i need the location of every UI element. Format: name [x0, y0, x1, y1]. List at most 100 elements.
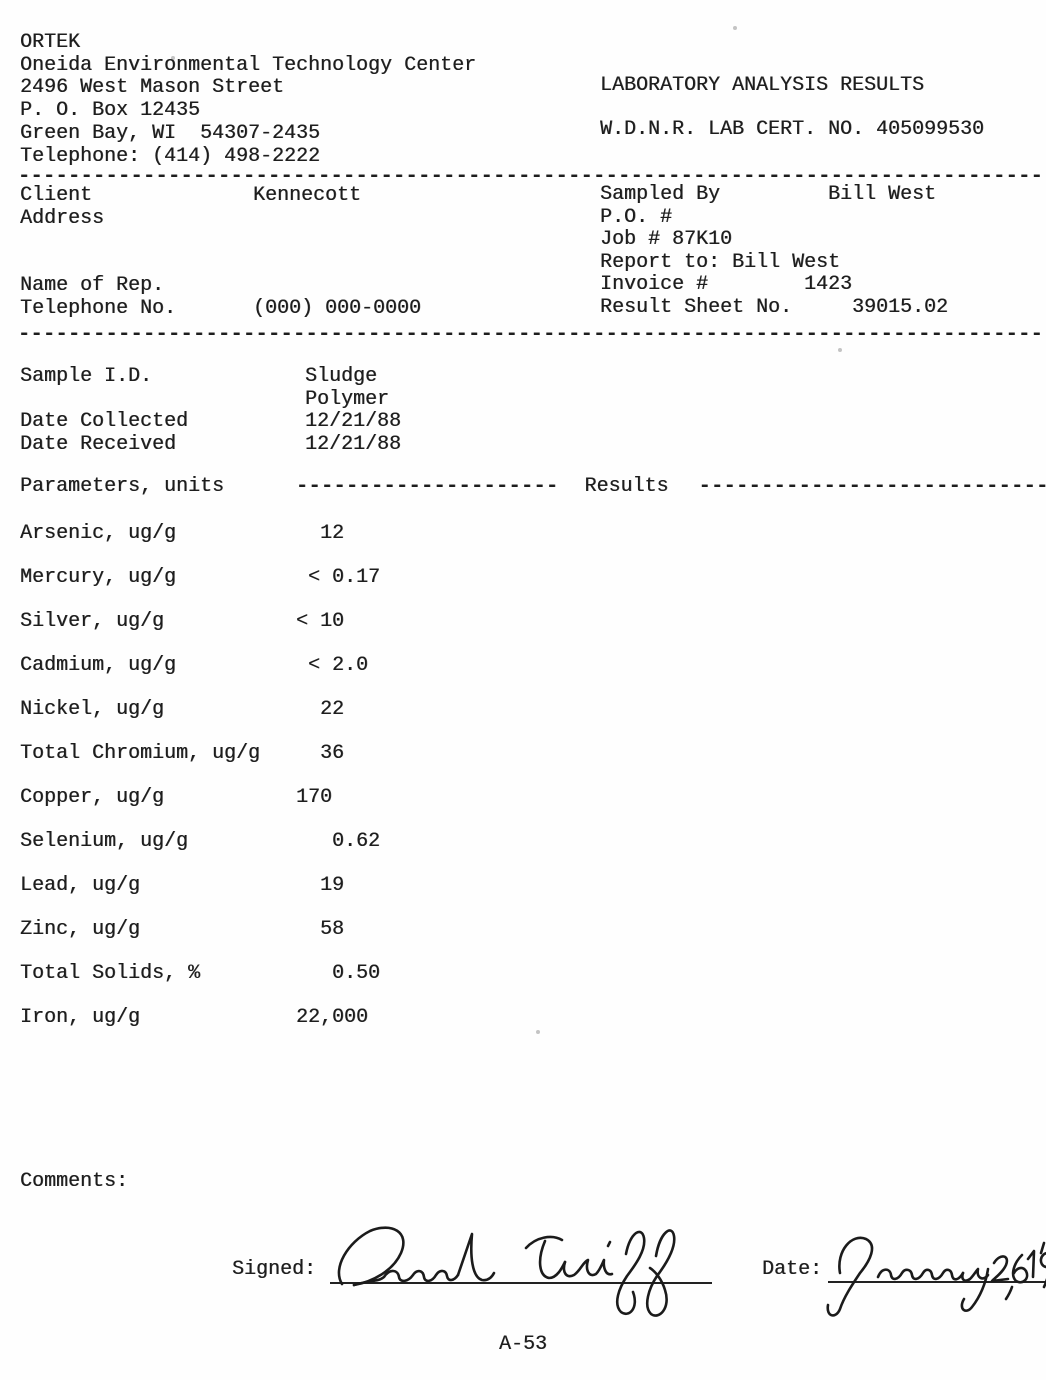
job-label: Job # — [600, 228, 661, 252]
sampled-by-value: Bill West — [828, 183, 937, 206]
report-to-row: Report to: Bill West — [600, 250, 948, 275]
scan-speck — [536, 1030, 540, 1034]
po-label: P.O. # — [600, 205, 673, 229]
client-block: Client Kennecott Address Name of Rep. Tel… — [20, 184, 422, 321]
scan-speck — [733, 26, 737, 30]
result-row: Silver, ug/g < 10 — [20, 600, 380, 644]
dash-rule-left: --------------------- — [296, 476, 559, 498]
sample-id-row2: Polymer — [20, 388, 401, 412]
phone-label: Telephone No. — [20, 296, 177, 320]
parameter-name: Zinc, ug/g — [20, 918, 141, 941]
separator-line: ----------------------------------------… — [18, 166, 1046, 188]
result-row: Mercury, ug/g < 0.17 — [20, 556, 380, 600]
invoice-row: Invoice # 1423 — [600, 274, 948, 297]
result-value: 12 — [296, 522, 345, 545]
center-name: Oneida Environmental Technology Center — [20, 53, 477, 77]
date-collected-label: Date Collected — [20, 410, 189, 434]
report-to-label: Report to: — [600, 250, 721, 274]
sampled-by-label: Sampled By — [600, 183, 721, 206]
result-sheet-value: 39015.02 — [852, 295, 949, 319]
parameter-name: Nickel, ug/g — [20, 698, 165, 721]
client-row: Client Kennecott — [20, 184, 421, 208]
result-sheet-row: Result Sheet No. 39015.02 — [600, 295, 949, 320]
address-label: Address — [20, 206, 105, 230]
results-table: Arsenic, ug/g 12 Mercury, ug/g < 0.17 Si… — [20, 512, 380, 1040]
result-value: 0.50 — [296, 962, 381, 985]
phone-value: (000) 000-0000 — [253, 296, 422, 320]
parameter-name: Silver, ug/g — [20, 610, 165, 633]
date-collected-row: Date Collected 12/21/88 — [20, 410, 402, 434]
signature-line — [330, 1222, 712, 1284]
result-row: Total Solids, % 0.50 — [20, 952, 380, 996]
result-row: Zinc, ug/g 58 — [20, 908, 380, 952]
separator-line: ----------------------------------------… — [18, 324, 1046, 346]
scan-speck — [838, 348, 842, 352]
report-title: LABORATORY ANALYSIS RESULTS — [600, 74, 925, 97]
date-collected-value: 12/21/88 — [305, 410, 402, 434]
result-value: 36 — [296, 742, 345, 765]
job-value: 87K10 — [672, 228, 733, 252]
letterhead: ORTEK Oneida Environmental Technology Ce… — [20, 31, 477, 168]
parameters-label: Parameters, units — [20, 476, 225, 498]
company-name: ORTEK — [20, 31, 81, 54]
dash-rule-right: ----------------------------------------… — [698, 476, 1046, 498]
city-state-zip: Green Bay, WI 54307-2435 — [20, 121, 321, 145]
result-row: Arsenic, ug/g 12 — [20, 512, 380, 556]
result-row: Copper, ug/g 170 — [20, 776, 380, 820]
address-row: Address — [20, 206, 421, 231]
rep-row: Name of Rep. — [20, 275, 421, 298]
result-row: Selenium, ug/g 0.62 — [20, 820, 380, 864]
report-to-value: Bill West — [732, 250, 841, 274]
results-label: Results — [584, 476, 669, 498]
sample-block: Sample I.D. Sludge Polymer Date Collected… — [20, 365, 402, 457]
scan-speck — [171, 56, 175, 60]
result-value: 0.62 — [296, 830, 381, 853]
result-value: < 0.17 — [296, 566, 381, 589]
rep-label: Name of Rep. — [20, 274, 165, 298]
client-label: Client — [20, 184, 93, 207]
date-received-row: Date Received 12/21/88 — [20, 432, 402, 457]
parameter-name: Copper, ug/g — [20, 786, 165, 809]
po-row: P.O. # — [600, 205, 948, 230]
po-box: P. O. Box 12435 — [20, 99, 201, 123]
result-value: 58 — [296, 918, 345, 941]
result-value: 19 — [296, 874, 345, 897]
phone-row: Telephone No. (000) 000-0000 — [20, 296, 422, 321]
result-row: Cadmium, ug/g < 2.0 — [20, 644, 380, 688]
comments-label: Comments: — [20, 1170, 129, 1193]
result-row: Iron, ug/g 22,000 — [20, 996, 380, 1040]
sample-id-value: Sludge — [305, 365, 378, 388]
parameter-name: Arsenic, ug/g — [20, 522, 177, 545]
date-received-value: 12/21/88 — [305, 432, 402, 456]
parameter-name: Cadmium, ug/g — [20, 654, 177, 677]
date-received-label: Date Received — [20, 432, 177, 456]
sample-id-label: Sample I.D. — [20, 365, 153, 388]
result-value: < 10 — [296, 610, 345, 633]
parameter-name: Selenium, ug/g — [20, 830, 189, 853]
parameter-name: Lead, ug/g — [20, 874, 141, 897]
result-row: Total Chromium, ug/g 36 — [20, 732, 380, 776]
job-row: Job # 87K10 — [600, 228, 948, 252]
client-value: Kennecott — [253, 184, 362, 207]
result-row: Lead, ug/g 19 — [20, 864, 380, 908]
parameter-name: Total Chromium, ug/g — [20, 742, 261, 765]
sampled-by-row: Sampled By Bill West — [600, 183, 948, 207]
result-value: 22 — [296, 698, 345, 721]
street-address: 2496 West Mason Street — [20, 76, 285, 100]
cert-number-line: W.D.N.R. LAB CERT. NO. 405099530 — [600, 118, 985, 141]
results-header-line: Parameters, units --------------------- Re… — [20, 476, 1046, 498]
signature-handwriting: David Turiff — [337, 1226, 676, 1317]
date-line — [828, 1221, 1046, 1283]
parameter-name: Total Solids, % — [20, 962, 201, 985]
page-number: A-53 — [498, 1333, 547, 1356]
sample-id-row: Sample I.D. Sludge — [20, 365, 401, 389]
result-value: 170 — [296, 786, 333, 809]
result-value: 22,000 — [296, 1006, 369, 1029]
result-sheet-label: Result Sheet No. — [600, 295, 793, 319]
result-row: Nickel, ug/g 22 — [20, 688, 380, 732]
invoice-label: Invoice # — [600, 273, 709, 297]
date-label: Date: — [762, 1258, 823, 1281]
telephone-line: Telephone: (414) 498-2222 — [20, 144, 321, 168]
signed-label: Signed: — [232, 1258, 317, 1281]
